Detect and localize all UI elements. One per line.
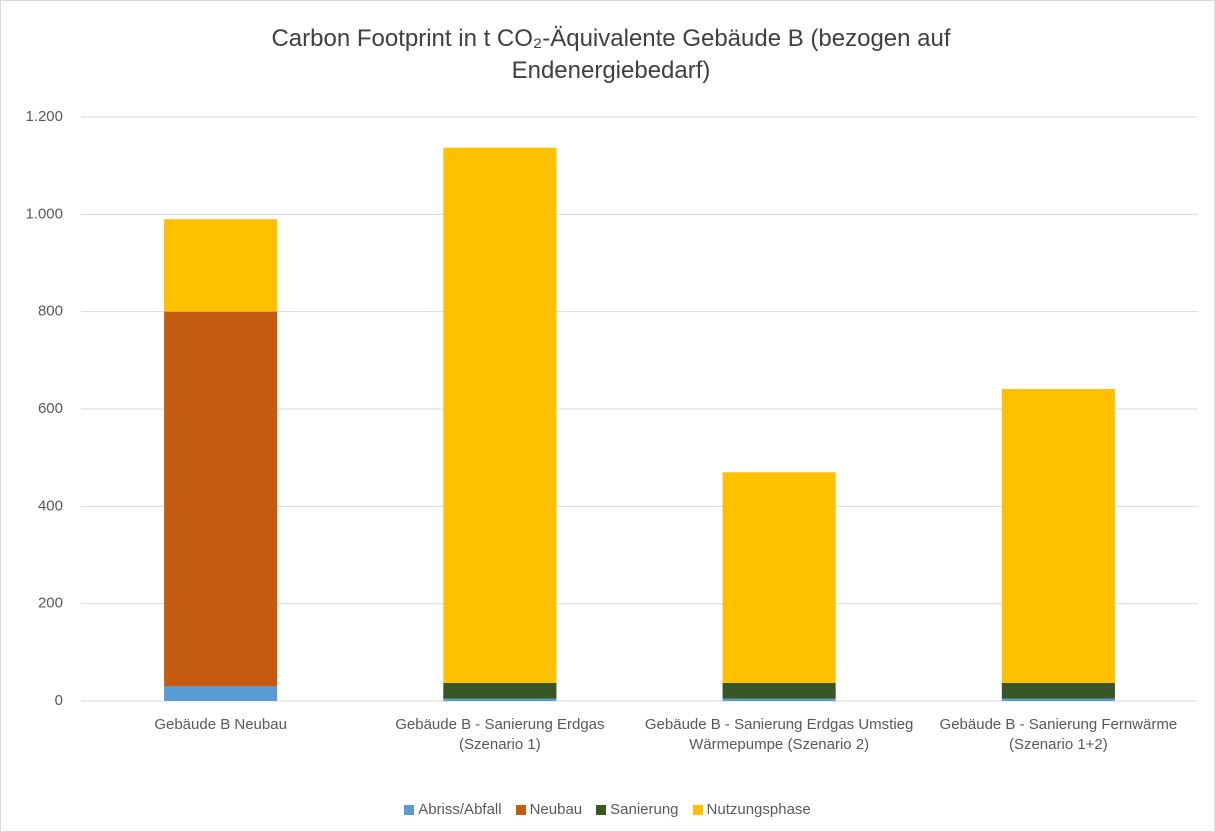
bar-segment bbox=[1001, 682, 1115, 699]
x-tick-label: Gebäude B - Sanierung Fernwärme (Szenari… bbox=[939, 716, 1178, 753]
bar-segment bbox=[1001, 389, 1115, 683]
x-tick-label: Gebäude B Neubau bbox=[154, 716, 287, 733]
legend-swatch bbox=[515, 804, 526, 815]
bar-segment bbox=[1001, 698, 1115, 701]
legend-label: Abriss/Abfall bbox=[418, 801, 502, 818]
legend-swatch bbox=[692, 804, 703, 815]
legend-label: Sanierung bbox=[610, 801, 679, 818]
bar-segment bbox=[443, 698, 557, 701]
y-tick-label: 800 bbox=[38, 303, 63, 320]
y-tick-label: 200 bbox=[38, 595, 63, 612]
bar-segment bbox=[164, 219, 278, 312]
legend-item: Nutzungsphase bbox=[692, 801, 811, 818]
bar-segment bbox=[722, 698, 836, 701]
x-tick-label: Gebäude B - Sanierung Erdgas Umstieg Wär… bbox=[644, 716, 914, 753]
bar-segment bbox=[443, 147, 557, 683]
legend-item: Neubau bbox=[515, 801, 583, 818]
bar-segment bbox=[722, 472, 836, 683]
bar-segment bbox=[164, 311, 278, 687]
chart-title: Carbon Footprint in t CO₂-Äquivalente Ge… bbox=[271, 25, 951, 84]
bar-segment bbox=[722, 682, 836, 699]
y-tick-label: 1.200 bbox=[25, 108, 63, 125]
legend-swatch bbox=[596, 804, 607, 815]
y-tick-label: 400 bbox=[38, 497, 63, 514]
legend-item: Sanierung bbox=[596, 801, 679, 818]
bar-segment bbox=[164, 686, 278, 701]
x-tick-label: Gebäude B - Sanierung Erdgas (Szenario 1… bbox=[395, 716, 605, 753]
y-tick-label: 600 bbox=[38, 400, 63, 417]
legend-item: Abriss/Abfall bbox=[404, 801, 502, 818]
legend-label: Neubau bbox=[529, 801, 583, 818]
legend: Abriss/Abfall Neubau Sanierung Nutzungsphas… bbox=[1, 801, 1214, 818]
y-tick-label: 0 bbox=[55, 692, 63, 709]
y-tick-label: 1.000 bbox=[25, 205, 63, 222]
bar-segment bbox=[443, 682, 557, 699]
legend-label: Nutzungsphase bbox=[706, 801, 811, 818]
legend-swatch bbox=[404, 804, 415, 815]
